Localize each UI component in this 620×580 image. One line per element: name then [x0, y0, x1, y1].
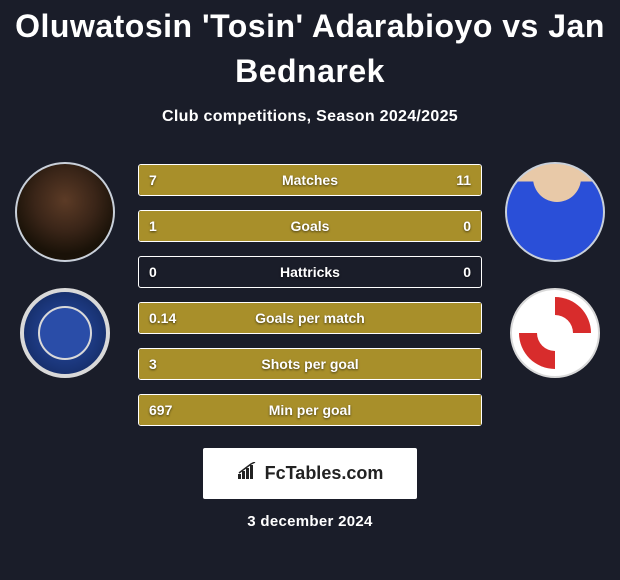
stat-row: 1 Goals 0: [138, 210, 482, 242]
stat-row: 697 Min per goal: [138, 394, 482, 426]
stats-column: 7Matches111Goals00Hattricks00.14Goals pe…: [138, 162, 482, 426]
player2-club-badge: [510, 288, 600, 378]
player1-photo: [15, 162, 115, 262]
stat-value-left: 697: [149, 402, 172, 418]
page-title: Oluwatosin 'Tosin' Adarabioyo vs Jan Bed…: [10, 4, 610, 94]
brand-chart-icon: [237, 462, 259, 485]
player1-column: [10, 162, 120, 378]
stat-row: 0.14 Goals per match: [138, 302, 482, 334]
stat-value-left: 1: [149, 218, 157, 234]
stat-label: Goals: [291, 218, 330, 234]
stat-label: Hattricks: [280, 264, 340, 280]
player1-club-badge: [20, 288, 110, 378]
stat-label: Goals per match: [255, 310, 365, 326]
stat-label: Min per goal: [269, 402, 351, 418]
stat-row: 7 Matches 11: [138, 164, 482, 196]
stat-label: Matches: [282, 172, 338, 188]
brand-badge: FcTables.com: [203, 448, 418, 499]
comparison-area: 7Matches111Goals00Hattricks00.14Goals pe…: [10, 162, 610, 426]
stat-bar-left: [139, 165, 272, 195]
stat-value-left: 7: [149, 172, 157, 188]
stat-value-left: 0.14: [149, 310, 176, 326]
player2-column: [500, 162, 610, 378]
stat-label: Shots per goal: [261, 356, 358, 372]
stat-row: 3 Shots per goal: [138, 348, 482, 380]
stat-value-right: 11: [456, 172, 471, 188]
stat-value-right: 0: [463, 218, 471, 234]
stat-value-left: 3: [149, 356, 157, 372]
brand-text: FcTables.com: [265, 463, 384, 484]
date-label: 3 december 2024: [247, 513, 372, 530]
player2-photo: [505, 162, 605, 262]
subtitle: Club competitions, Season 2024/2025: [162, 108, 458, 126]
stat-value-left: 0: [149, 264, 157, 280]
stat-row: 0 Hattricks 0: [138, 256, 482, 288]
stat-value-right: 0: [463, 264, 471, 280]
